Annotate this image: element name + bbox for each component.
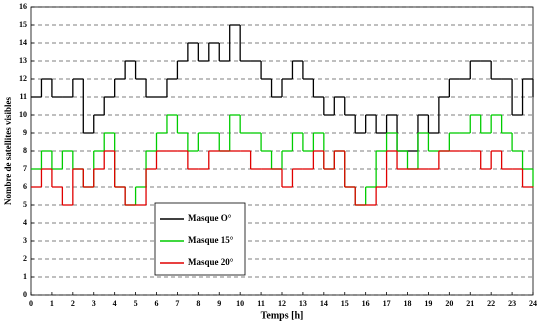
- x-tick-label: 4: [113, 299, 117, 308]
- x-tick-label: 15: [341, 299, 349, 308]
- y-tick-label: 16: [19, 2, 27, 11]
- x-tick-label: 12: [278, 299, 286, 308]
- x-tick-label: 13: [299, 299, 307, 308]
- x-axis-label: Temps [h]: [261, 310, 304, 321]
- y-tick-label: 6: [23, 182, 27, 191]
- y-tick-label: 13: [19, 56, 27, 65]
- x-tick-label: 8: [196, 299, 200, 308]
- y-tick-label: 0: [23, 290, 27, 299]
- legend-label: Masque 20°: [188, 257, 234, 267]
- x-tick-label: 20: [445, 299, 453, 308]
- x-tick-label: 16: [362, 299, 370, 308]
- x-tick-label: 22: [487, 299, 495, 308]
- x-tick-label: 1: [50, 299, 54, 308]
- y-tick-label: 7: [23, 164, 27, 173]
- x-tick-label: 14: [320, 299, 328, 308]
- x-tick-label: 6: [155, 299, 159, 308]
- y-tick-label: 12: [19, 74, 27, 83]
- y-tick-label: 4: [23, 218, 27, 227]
- legend-label: Masque O°: [188, 213, 232, 223]
- y-tick-label: 11: [19, 92, 27, 101]
- y-tick-label: 1: [23, 272, 27, 281]
- x-tick-label: 7: [175, 299, 179, 308]
- y-axis-label: Nombre de satellites visibles: [3, 96, 13, 205]
- x-tick-label: 3: [92, 299, 96, 308]
- y-tick-label: 8: [23, 146, 27, 155]
- x-tick-label: 2: [71, 299, 75, 308]
- y-tick-label: 14: [19, 38, 27, 47]
- y-tick-label: 10: [19, 110, 27, 119]
- x-tick-label: 17: [383, 299, 391, 308]
- x-tick-label: 18: [404, 299, 412, 308]
- x-tick-label: 11: [257, 299, 265, 308]
- x-tick-label: 19: [424, 299, 432, 308]
- x-tick-label: 21: [466, 299, 474, 308]
- x-tick-label: 0: [29, 299, 33, 308]
- x-tick-label: 5: [134, 299, 138, 308]
- y-tick-label: 5: [23, 200, 27, 209]
- y-tick-label: 3: [23, 236, 27, 245]
- y-tick-label: 15: [19, 20, 27, 29]
- y-tick-label: 2: [23, 254, 27, 263]
- y-tick-label: 9: [23, 128, 27, 137]
- x-tick-label: 23: [508, 299, 516, 308]
- legend-label: Masque 15°: [188, 235, 234, 245]
- x-tick-label: 9: [217, 299, 221, 308]
- x-tick-label: 10: [236, 299, 244, 308]
- x-tick-label: 24: [529, 299, 537, 308]
